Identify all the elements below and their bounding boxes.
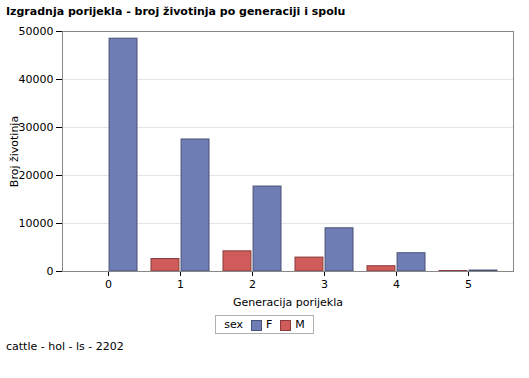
svg-text:10000: 10000 [19, 217, 54, 230]
svg-text:3: 3 [321, 278, 328, 291]
html-text:Izgradnja porijekla - broj živ: Izgradnja porijekla - broj životinja po … [6, 5, 346, 18]
svg-text:20000: 20000 [19, 169, 54, 182]
svg-text:50000: 50000 [19, 25, 54, 38]
svg-text:0: 0 [47, 265, 54, 278]
html-text:F: F [266, 318, 273, 331]
html-text:cattle - hol - ls - 2202: cattle - hol - ls - 2202 [6, 340, 124, 353]
svg-text:40000: 40000 [19, 73, 54, 86]
svg-text:2: 2 [249, 278, 256, 291]
svg-text:0: 0 [105, 278, 112, 291]
html-text:sex: sex [224, 318, 243, 331]
svg-text:4: 4 [393, 278, 400, 291]
svg-text:5: 5 [465, 278, 472, 291]
svg-text:Broj životinja: Broj životinja [8, 116, 21, 187]
svg-text:1: 1 [177, 278, 184, 291]
svg-text:30000: 30000 [19, 121, 54, 134]
svg-text:Generacija porijekla: Generacija porijekla [233, 296, 343, 309]
html-text:M: M [295, 318, 305, 331]
